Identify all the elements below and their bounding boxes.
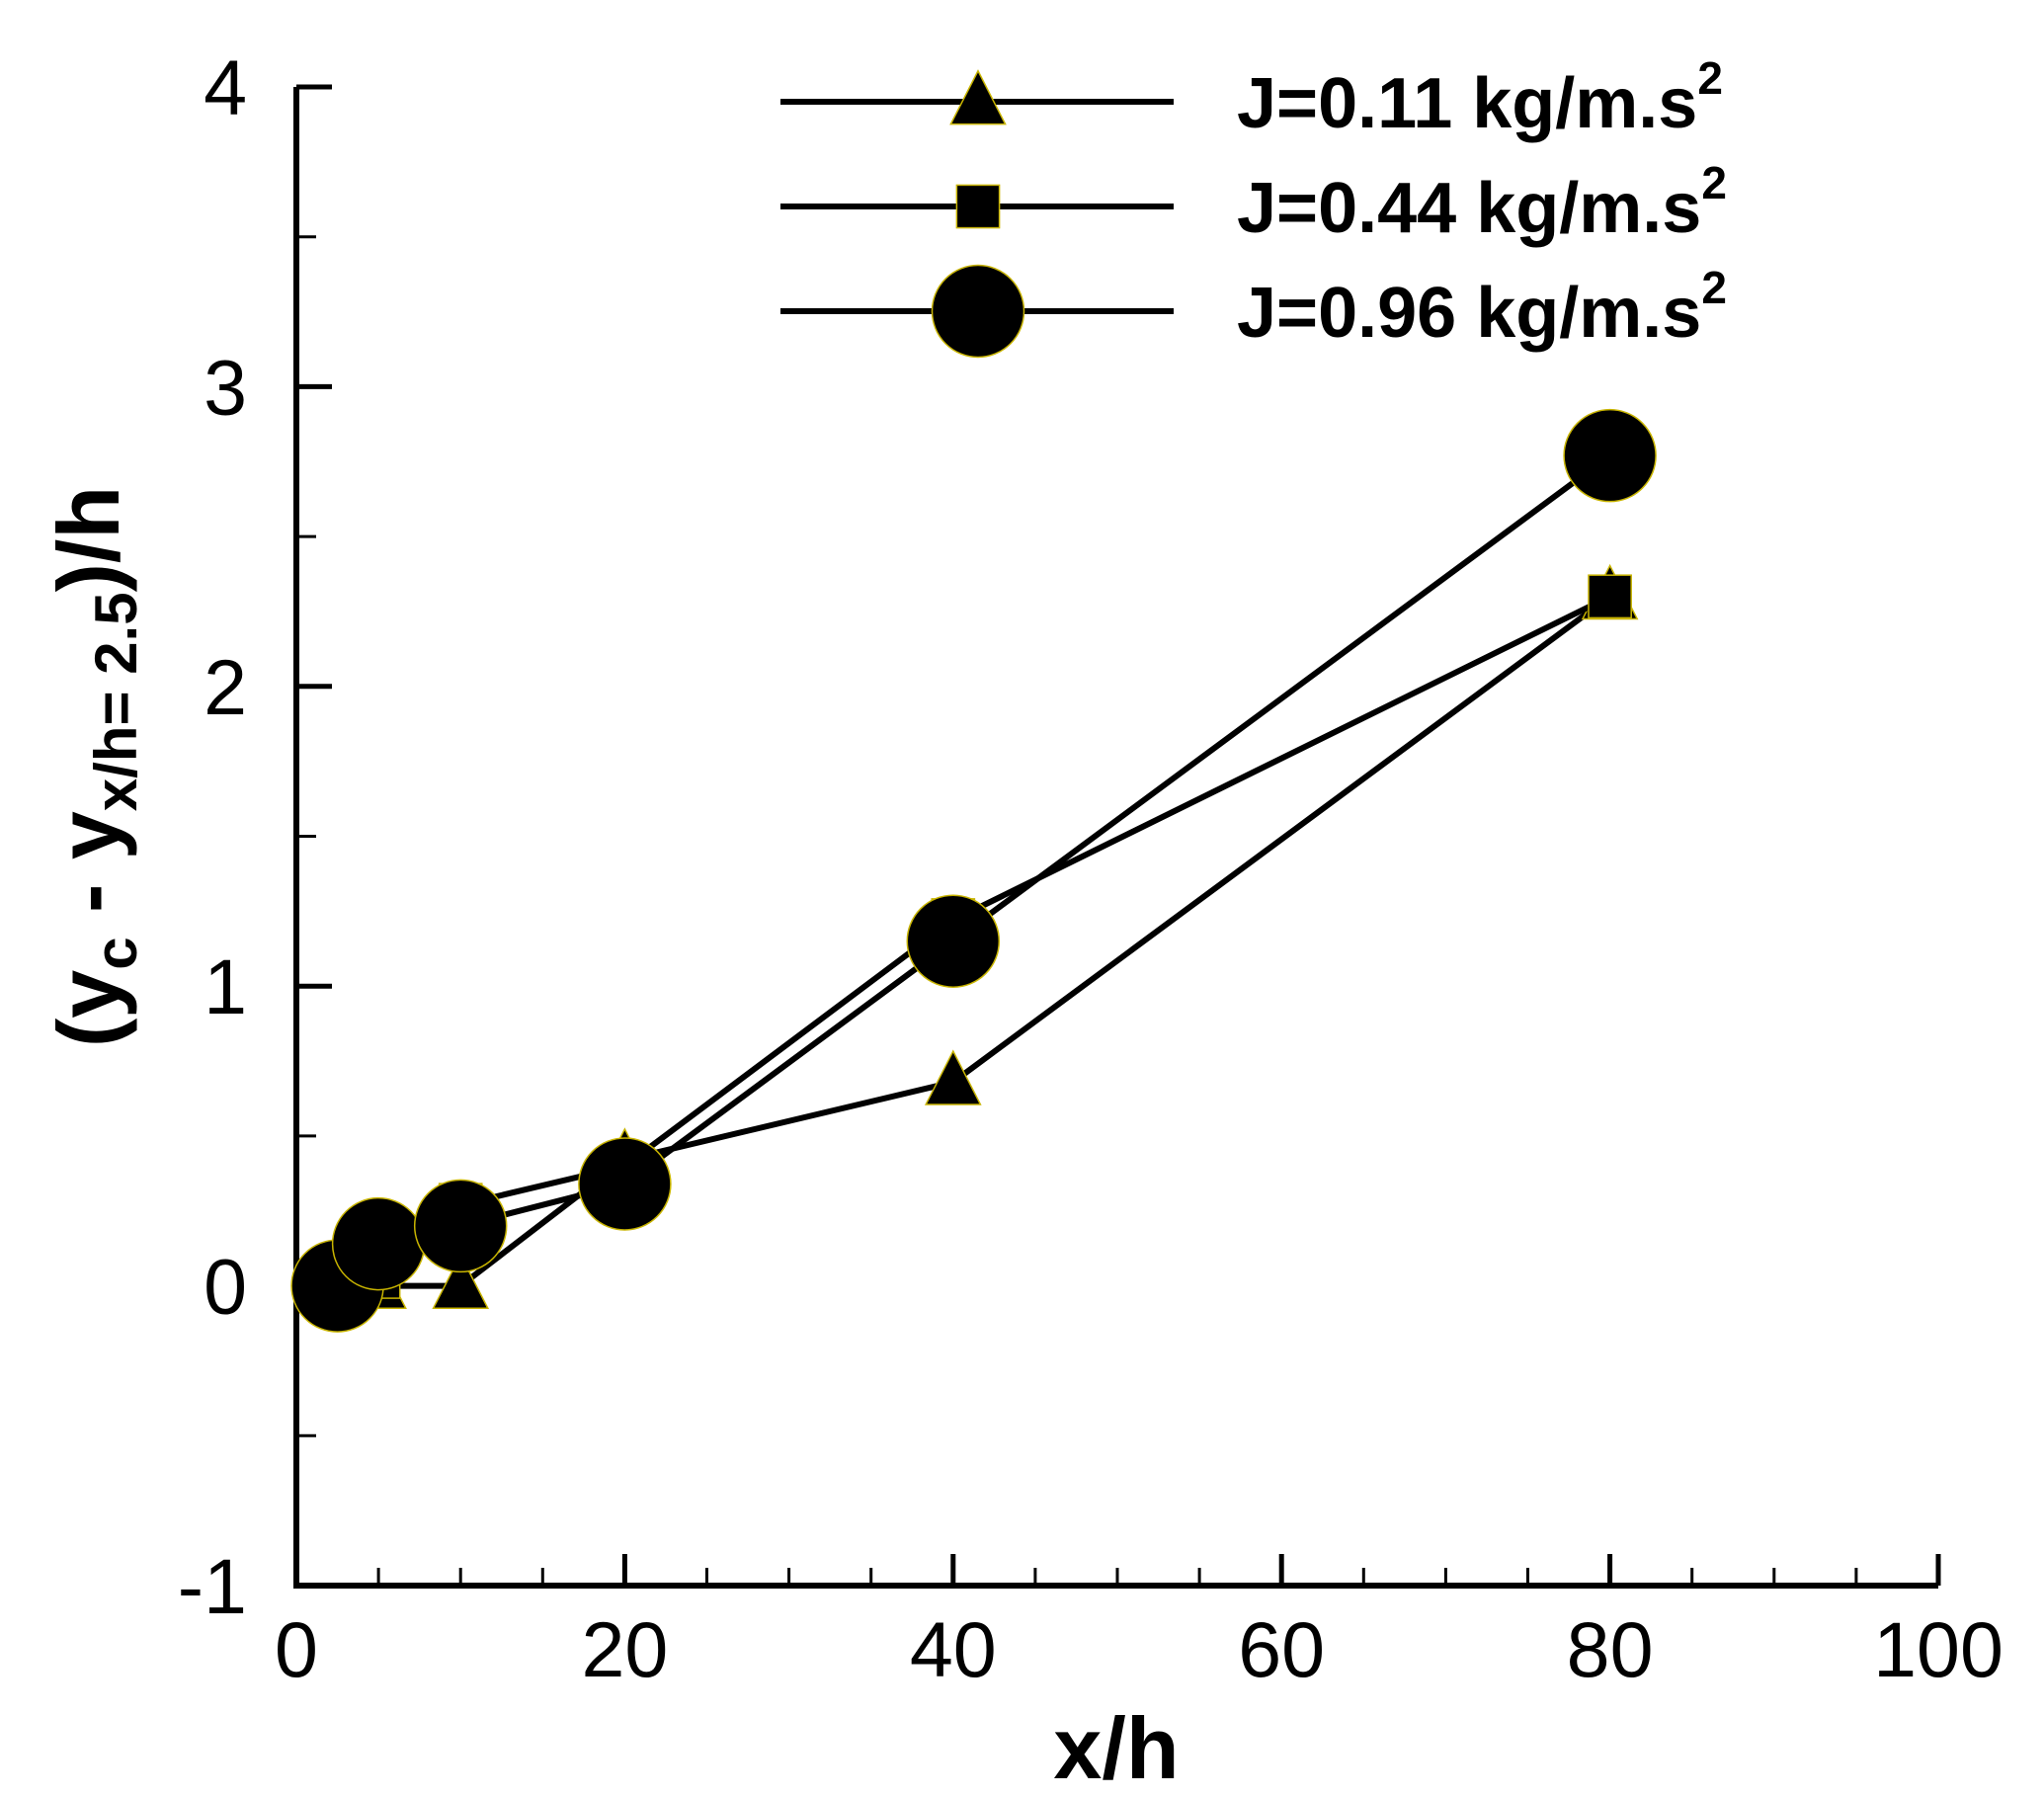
data-point-circle bbox=[1563, 408, 1657, 503]
y-tick-label: 1 bbox=[204, 942, 247, 1030]
legend-item-triangle: J=0.11 kg/m.s2 bbox=[780, 52, 1723, 143]
legend-marker-square bbox=[955, 184, 1001, 229]
data-point-circle bbox=[906, 894, 1001, 988]
legend-label: J=0.96 kg/m.s2 bbox=[1237, 262, 1727, 353]
y-tick-label: 0 bbox=[204, 1243, 247, 1331]
y-tick-label: 2 bbox=[204, 643, 247, 731]
legend-label-text: J=0.44 kg/m.s bbox=[1237, 169, 1701, 248]
x-tick-label: 0 bbox=[275, 1605, 318, 1693]
legend-label-superscript: 2 bbox=[1701, 262, 1727, 313]
y-tick-label: -1 bbox=[178, 1542, 247, 1630]
legend-label-superscript: 2 bbox=[1701, 157, 1727, 208]
data-point-triangle bbox=[432, 1253, 490, 1310]
series-circle bbox=[290, 408, 1657, 1333]
legend-item-circle: J=0.96 kg/m.s2 bbox=[780, 262, 1727, 359]
data-point-circle bbox=[413, 1179, 508, 1273]
series-layer bbox=[290, 408, 1657, 1333]
legend-label: J=0.44 kg/m.s2 bbox=[1237, 157, 1727, 248]
legend: J=0.11 kg/m.s2J=0.44 kg/m.s2J=0.96 kg/m.… bbox=[780, 52, 1727, 359]
legend-label-superscript: 2 bbox=[1697, 52, 1723, 104]
y-axis-title-suffix: )/h bbox=[40, 486, 137, 593]
y-tick-label: 3 bbox=[204, 343, 247, 431]
data-point-square bbox=[1588, 574, 1632, 619]
y-axis-title-middle: - y bbox=[40, 811, 137, 937]
legend-label-text: J=0.96 kg/m.s bbox=[1237, 274, 1701, 353]
x-tick-label: 20 bbox=[581, 1605, 668, 1693]
y-axis-title-sub-x: x/h= 2.5 bbox=[83, 592, 149, 811]
y-axis-title-prefix: (y bbox=[40, 970, 137, 1047]
x-tick-label: 80 bbox=[1567, 1605, 1654, 1693]
data-point-triangle bbox=[924, 1049, 982, 1105]
axes: 0 20 40 60 80 100 -1 0 1 2 3 4 bbox=[178, 43, 2003, 1693]
y-axis-title: (yc - yx/h= 2.5)/h bbox=[40, 486, 149, 1047]
x-tick-label: 40 bbox=[910, 1605, 997, 1693]
legend-marker-circle bbox=[931, 264, 1025, 359]
y-axis-title-sub-c: c bbox=[83, 937, 149, 969]
y-tick-label: 4 bbox=[204, 43, 247, 131]
data-point-circle bbox=[578, 1137, 672, 1231]
legend-item-square: J=0.44 kg/m.s2 bbox=[780, 157, 1727, 248]
legend-label: J=0.11 kg/m.s2 bbox=[1237, 52, 1723, 143]
x-tick-label: 100 bbox=[1873, 1605, 2003, 1693]
data-point-circle bbox=[331, 1196, 426, 1291]
legend-label-text: J=0.11 kg/m.s bbox=[1237, 64, 1697, 143]
series-line-circle bbox=[335, 452, 1612, 1288]
legend-marker-triangle bbox=[949, 69, 1007, 125]
x-tick-label: 60 bbox=[1238, 1605, 1325, 1693]
x-axis-title: x/h bbox=[1053, 1699, 1179, 1797]
